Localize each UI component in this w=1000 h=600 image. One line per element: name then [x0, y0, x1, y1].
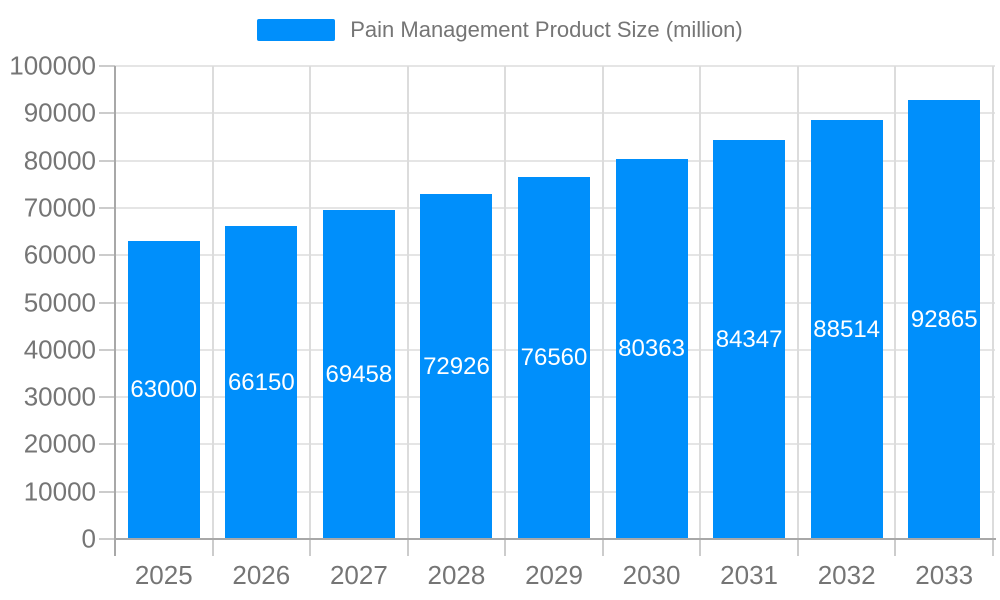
- bar-value-label: 66150: [227, 368, 295, 396]
- x-axis-tick: [406, 539, 409, 556]
- bar-value-label: 63000: [130, 376, 198, 403]
- x-axis-category-label: 2028: [427, 560, 486, 590]
- y-axis-tick-label: 0: [81, 523, 96, 554]
- legend: Pain Management Product Size (million): [0, 17, 1000, 43]
- y-axis-tick-label: 60000: [23, 239, 96, 270]
- bar-value-label: 88514: [813, 315, 881, 343]
- bar-value-label: 76560: [520, 344, 588, 371]
- x-axis-category-label: 2025: [134, 560, 193, 590]
- y-axis-tick: [99, 254, 115, 257]
- x-axis-category-label: 2027: [329, 560, 388, 590]
- x-axis-category-label: 2029: [525, 560, 583, 590]
- x-axis-category-label: 2032: [817, 560, 876, 590]
- y-axis-tick-label: 90000: [23, 97, 96, 128]
- y-axis-tick-label: 100000: [9, 50, 96, 81]
- bar-value-label: 69458: [325, 360, 393, 388]
- y-axis-tick-label: 80000: [23, 145, 96, 176]
- y-axis-tick-label: 70000: [23, 192, 96, 223]
- x-axis-category-label: 2031: [720, 560, 779, 590]
- y-axis-tick-label: 10000: [23, 476, 96, 507]
- bar-value-label: 84347: [715, 325, 783, 353]
- v-gridline: [601, 66, 604, 538]
- x-axis-tick: [504, 539, 507, 556]
- y-axis-tick: [99, 112, 115, 115]
- h-gridline: [115, 159, 995, 162]
- y-axis-tick: [99, 538, 115, 540]
- bar[interactable]: 92865: [908, 100, 981, 539]
- y-axis-tick: [99, 396, 115, 399]
- v-gridline: [796, 66, 799, 538]
- bar-value-label: 72926: [423, 352, 490, 380]
- x-axis-category-label: 2030: [622, 560, 681, 590]
- bar[interactable]: 84347: [713, 140, 786, 539]
- bar-value-label: 92865: [910, 305, 978, 333]
- h-gridline: [115, 112, 995, 115]
- y-axis-tick-label: 50000: [23, 287, 96, 317]
- x-axis-tick: [992, 539, 994, 556]
- v-gridline: [992, 66, 994, 538]
- y-axis-line: [114, 66, 116, 556]
- v-gridline: [309, 66, 312, 538]
- bar[interactable]: 76560: [518, 177, 590, 539]
- v-gridline: [504, 66, 507, 538]
- bar[interactable]: 72926: [420, 194, 493, 539]
- h-gridline: [115, 65, 995, 67]
- y-axis-tick-label: 40000: [23, 334, 96, 365]
- x-axis-tick: [601, 539, 604, 556]
- bar-value-label: 80363: [618, 335, 685, 362]
- x-axis-tick: [894, 539, 897, 556]
- v-gridline: [406, 66, 409, 538]
- y-axis-tick: [99, 348, 115, 351]
- bar[interactable]: 66150: [225, 226, 298, 539]
- y-axis-tick: [99, 206, 115, 209]
- legend-swatch[interactable]: [257, 19, 336, 41]
- x-axis-line: [114, 538, 996, 540]
- x-axis-tick: [309, 539, 312, 556]
- bar[interactable]: 63000: [127, 241, 200, 539]
- y-axis-tick: [99, 443, 115, 446]
- legend-label: Pain Management Product Size (million): [350, 17, 743, 42]
- v-gridline: [699, 66, 702, 538]
- x-axis-tick: [796, 539, 799, 556]
- v-gridline: [211, 66, 214, 538]
- x-axis-category-label: 2026: [232, 560, 291, 590]
- bar[interactable]: 88514: [810, 120, 883, 539]
- bar[interactable]: 80363: [615, 159, 688, 539]
- x-axis-category-label: 2033: [915, 560, 974, 590]
- y-axis-tick-label: 30000: [23, 381, 96, 412]
- y-axis-tick: [99, 159, 115, 162]
- bar[interactable]: 69458: [322, 210, 395, 539]
- v-gridline: [894, 66, 897, 538]
- y-axis-tick-label: 20000: [23, 428, 96, 459]
- x-axis-tick: [699, 539, 702, 556]
- y-axis-tick: [99, 65, 115, 67]
- y-axis-tick: [99, 490, 115, 493]
- y-axis-tick: [99, 301, 115, 304]
- legend-item[interactable]: Pain Management Product Size (million): [257, 17, 743, 43]
- x-axis-tick: [211, 539, 214, 556]
